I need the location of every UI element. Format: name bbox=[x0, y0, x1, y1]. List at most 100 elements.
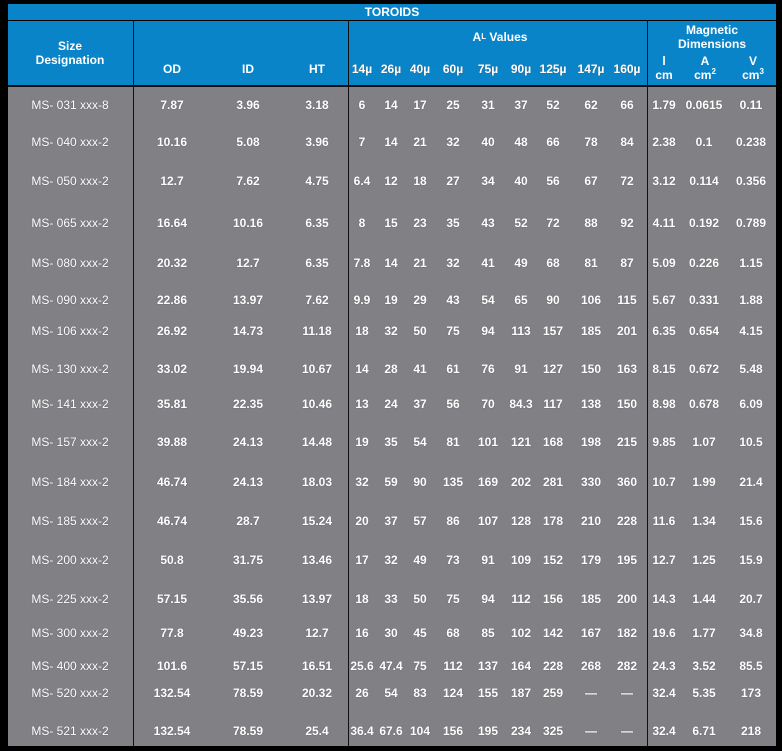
table-cell: 19.6 bbox=[652, 626, 676, 640]
table-cell: 3.96 bbox=[305, 135, 329, 149]
table-cell: 6.71 bbox=[692, 724, 716, 738]
table-cell: 228 bbox=[616, 514, 638, 528]
table-cell: 15.24 bbox=[301, 514, 333, 528]
table-cell: 5.35 bbox=[692, 686, 716, 700]
table-cell: 78.59 bbox=[232, 724, 264, 738]
table-cell: 34 bbox=[481, 174, 495, 188]
table-cell: 101.6 bbox=[156, 659, 188, 673]
v-label: V bbox=[748, 54, 757, 68]
table-cell: 195 bbox=[477, 724, 499, 738]
size-designation: MS- 065 xxx-2 bbox=[31, 216, 109, 230]
table-cell: 281 bbox=[542, 475, 564, 489]
header-l: l cm bbox=[652, 54, 676, 82]
table-cell: 24.3 bbox=[652, 659, 676, 673]
table-cell: 150 bbox=[580, 362, 602, 376]
table-cell: 67 bbox=[584, 174, 598, 188]
table-cell: 11.6 bbox=[652, 514, 676, 528]
size-designation: MS- 300 xxx-2 bbox=[31, 626, 109, 640]
table-cell: 47.4 bbox=[379, 659, 403, 673]
v-unit: cm bbox=[742, 68, 760, 82]
table-cell: 23 bbox=[413, 216, 427, 230]
table-cell: 268 bbox=[580, 659, 602, 673]
table-cell: 30 bbox=[384, 626, 398, 640]
table-cell: 72 bbox=[620, 174, 634, 188]
table-cell: 104 bbox=[409, 724, 431, 738]
table-cell: 70 bbox=[481, 397, 495, 411]
table-cell: 37 bbox=[413, 397, 427, 411]
table-cell: 5.67 bbox=[652, 293, 676, 307]
table-cell: 198 bbox=[580, 435, 602, 449]
table-cell: 10.67 bbox=[301, 362, 333, 376]
table-cell: 94 bbox=[481, 324, 495, 338]
table-cell: 50.8 bbox=[160, 553, 184, 567]
table-cell: 33.02 bbox=[156, 362, 188, 376]
table-cell: 65 bbox=[514, 293, 528, 307]
table-cell: 87 bbox=[620, 256, 634, 270]
header-magnetic-dimensions: Magnetic Dimensions bbox=[677, 23, 746, 51]
table-cell: 24.13 bbox=[232, 435, 264, 449]
table-cell: 3.52 bbox=[692, 659, 716, 673]
size-designation: MS- 157 xxx-2 bbox=[31, 435, 109, 449]
table-cell: 101 bbox=[477, 435, 499, 449]
size-designation: MS- 520 xxx-2 bbox=[31, 686, 109, 700]
table-cell: 1.34 bbox=[692, 514, 716, 528]
table-cell: 48 bbox=[514, 135, 528, 149]
table-cell: 0.654 bbox=[688, 324, 720, 338]
table-cell: 157 bbox=[542, 324, 564, 338]
table-cell: 10.46 bbox=[301, 397, 333, 411]
size-designation: MS- 200 xxx-2 bbox=[31, 553, 109, 567]
table-cell: 91 bbox=[481, 553, 495, 567]
header-al-cell bbox=[349, 21, 647, 85]
size-designation: MS- 090 xxx-2 bbox=[31, 293, 109, 307]
table-cell: 49 bbox=[514, 256, 528, 270]
table-cell: 169 bbox=[477, 475, 499, 489]
table-cell: 73 bbox=[446, 553, 460, 567]
header-id: ID bbox=[242, 62, 254, 76]
table-cell: 0.0615 bbox=[685, 98, 723, 112]
table-cell: 1.25 bbox=[692, 553, 716, 567]
table-cell: 52 bbox=[546, 98, 560, 112]
table-cell: 6 bbox=[358, 98, 366, 112]
table-cell: 3.18 bbox=[305, 98, 329, 112]
table-cell: 62 bbox=[584, 98, 598, 112]
table-cell: 92 bbox=[620, 216, 634, 230]
a-unit: cm bbox=[694, 68, 712, 82]
l-unit: cm bbox=[655, 68, 673, 82]
table-cell: 78.59 bbox=[232, 686, 264, 700]
table-cell: 54 bbox=[481, 293, 495, 307]
header-dimensions-cell bbox=[134, 21, 348, 85]
table-cell: 35 bbox=[384, 435, 398, 449]
table-cell: 84 bbox=[620, 135, 634, 149]
table-cell: 173 bbox=[740, 686, 762, 700]
table-cell: 20.32 bbox=[301, 686, 333, 700]
table-cell: 35.81 bbox=[156, 397, 188, 411]
table-cell: 164 bbox=[510, 659, 532, 673]
table-cell: 1.99 bbox=[692, 475, 716, 489]
table-cell: 228 bbox=[542, 659, 564, 673]
table-cell: 178 bbox=[542, 514, 564, 528]
table-cell: 52 bbox=[514, 216, 528, 230]
table-cell: 9.85 bbox=[652, 435, 676, 449]
table-cell: 2.38 bbox=[652, 135, 676, 149]
table-cell: 43 bbox=[481, 216, 495, 230]
table-cell: 18 bbox=[355, 592, 369, 606]
table-cell: 4.75 bbox=[305, 174, 329, 188]
table-cell: 17 bbox=[413, 98, 427, 112]
table-cell: 36.4 bbox=[350, 724, 374, 738]
header-size-cell bbox=[8, 21, 133, 85]
table-cell: 112 bbox=[511, 592, 531, 606]
table-cell: 90 bbox=[413, 475, 427, 489]
v-exp: 3 bbox=[759, 67, 764, 76]
table-cell: 15.9 bbox=[739, 553, 763, 567]
table-cell: 3.96 bbox=[236, 98, 260, 112]
table-cell: 45 bbox=[413, 626, 427, 640]
size-designation: MS- 106 xxx-2 bbox=[31, 324, 109, 338]
header-perm-1: 26µ bbox=[380, 62, 402, 76]
table-cell: 132.54 bbox=[153, 686, 191, 700]
header-perm-7: 147µ bbox=[577, 62, 605, 76]
table-cell: 13 bbox=[355, 397, 369, 411]
table-cell: — bbox=[621, 724, 633, 738]
table-cell: 0.672 bbox=[688, 362, 720, 376]
table-cell: 156 bbox=[542, 592, 564, 606]
